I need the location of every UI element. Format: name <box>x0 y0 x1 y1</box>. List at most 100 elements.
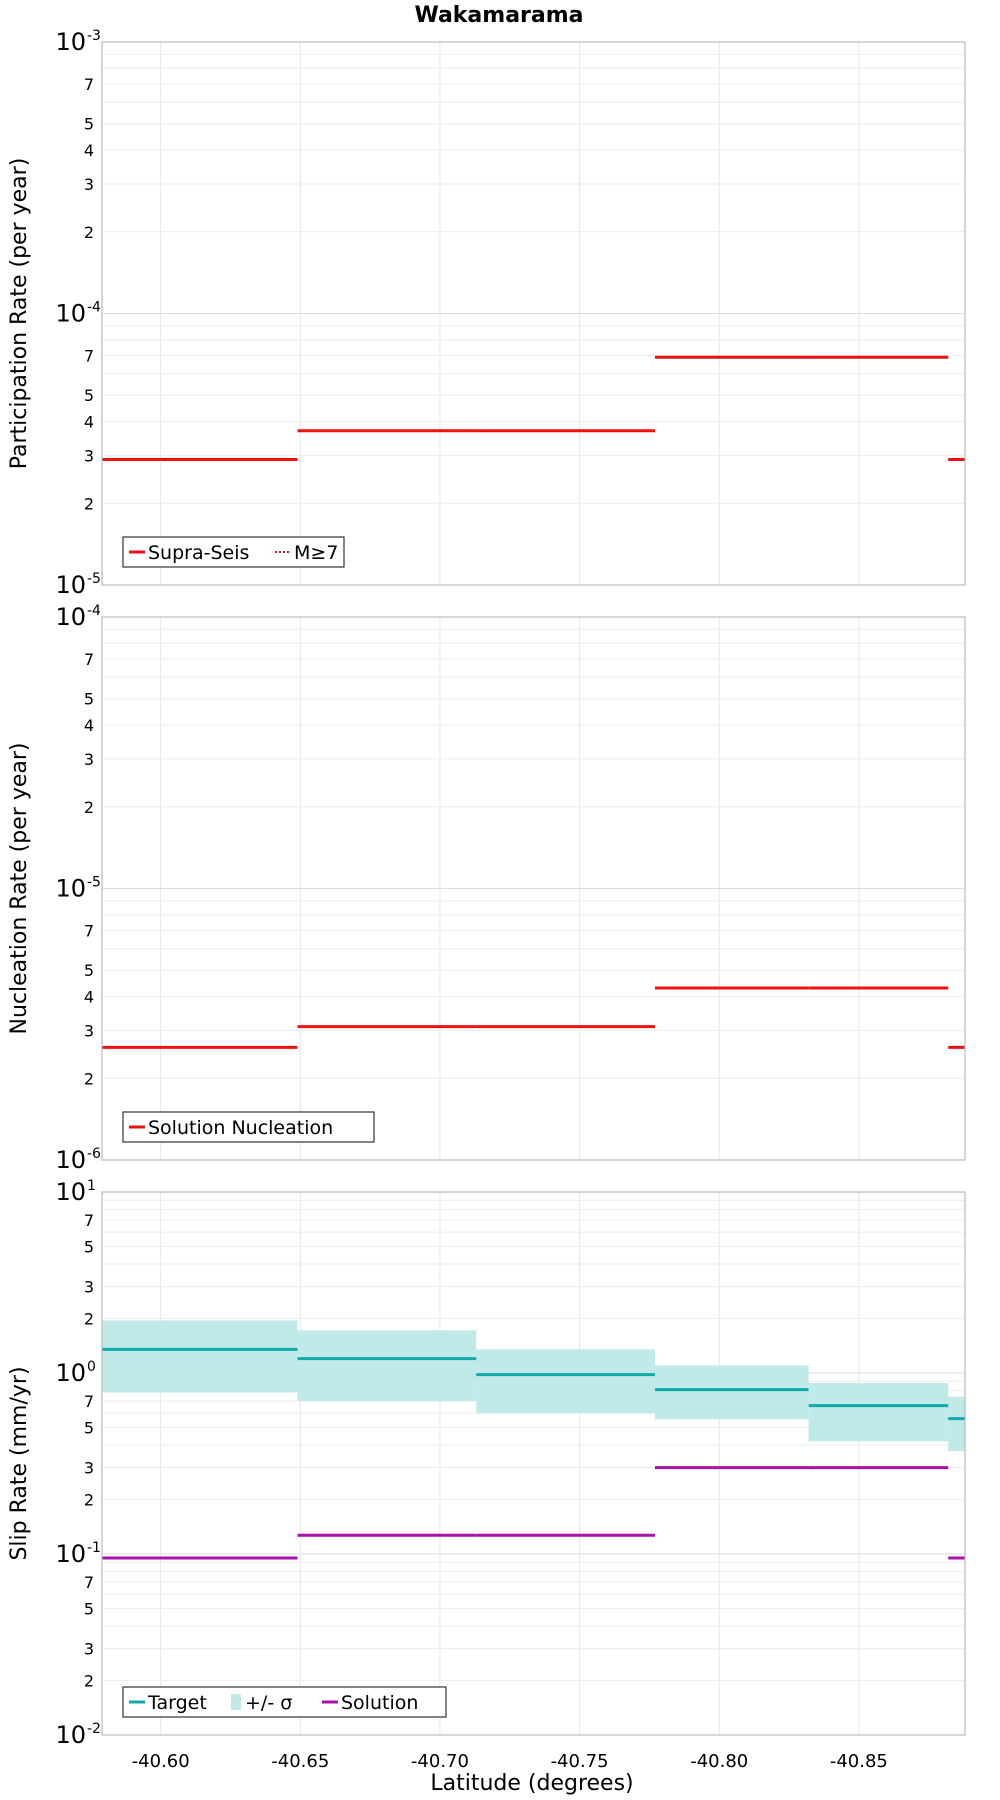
sigma-band-segment <box>102 1320 298 1393</box>
y-minor-tick-label: 4 <box>84 716 94 735</box>
legend-key-sigma <box>231 1694 241 1710</box>
y-minor-tick-label: 2 <box>84 223 94 242</box>
y-tick-label-ten-to-minus-four: 10 <box>55 603 86 631</box>
legend-label-supra-seis: Supra-Seis <box>148 542 249 564</box>
x-tick-label: -40.60 <box>132 1751 190 1772</box>
y-tick-exponent: -4 <box>87 603 101 619</box>
y-tick-exponent: -5 <box>87 875 101 891</box>
y-minor-tick-label: 4 <box>84 141 94 160</box>
y-minor-tick-label: 7 <box>84 75 94 94</box>
legend-label-sigma: +/- σ <box>245 1692 292 1714</box>
y-minor-tick-label: 5 <box>84 1237 94 1256</box>
legend-label-m-7: M≥7 <box>294 542 338 564</box>
y-minor-tick-label: 7 <box>84 1392 94 1411</box>
y-tick-label-ten-to-minus-six: 10 <box>55 1146 86 1174</box>
y-minor-tick-label: 5 <box>84 961 94 980</box>
legend-label-solution: Solution <box>341 1692 418 1714</box>
y-tick-exponent: 1 <box>87 1178 96 1194</box>
y-minor-tick-label: 7 <box>84 650 94 669</box>
legend-box <box>122 1686 447 1718</box>
y-minor-tick-label: 2 <box>84 1310 94 1329</box>
sigma-band-segment <box>948 1396 965 1452</box>
grid <box>102 42 965 586</box>
sigma-band-segment <box>654 1365 809 1420</box>
y-tick-label-ten-to-minus-two: 10 <box>55 1721 86 1749</box>
y-minor-tick-label: 5 <box>84 115 94 134</box>
sigma-band-segment <box>808 1383 949 1442</box>
series-series-0 <box>102 1320 965 1452</box>
series-supra-seis <box>102 355 965 461</box>
x-axis-label: Latitude (degrees) <box>430 1771 633 1796</box>
y-tick-label-ten-to-minus-four: 10 <box>55 300 86 328</box>
grid <box>102 617 965 1161</box>
sigma-band-segment <box>476 1349 655 1414</box>
y-tick-exponent: -5 <box>87 571 101 587</box>
y-minor-tick-label: 5 <box>84 690 94 709</box>
series <box>102 355 965 461</box>
plot-frame <box>101 1191 966 1736</box>
y-minor-tick-label: 3 <box>84 1278 94 1297</box>
y-minor-tick-label: 2 <box>84 798 94 817</box>
y-tick-label-ten-to-minus-three: 10 <box>55 28 86 56</box>
y-minor-tick-label: 5 <box>84 1599 94 1618</box>
y-minor-tick-label: 7 <box>84 1211 94 1230</box>
y-minor-tick-label: 3 <box>84 1021 94 1040</box>
x-tick-label: -40.70 <box>411 1751 469 1772</box>
y-minor-tick-label: 2 <box>84 1491 94 1510</box>
y-minor-tick-label: 2 <box>84 1069 94 1088</box>
y-tick-exponent: -3 <box>87 28 101 44</box>
y-minor-tick-label: 7 <box>84 922 94 941</box>
grid <box>102 1192 965 1736</box>
plot-frame <box>101 41 966 586</box>
series-target <box>102 1347 965 1421</box>
x-tick-label: -40.75 <box>551 1751 609 1772</box>
x-tick-labels: -40.60 -40.65 -40.70 -40.75 -40.80 -40.85 <box>132 1751 888 1772</box>
y-tick-label-ten-to-minus-one: 10 <box>55 1540 86 1568</box>
y-minor-tick-label: 3 <box>84 1640 94 1659</box>
legend: Solution Nucleation <box>122 1111 375 1143</box>
y-minor-tick-label: 4 <box>84 988 94 1007</box>
legend-box <box>122 1111 375 1143</box>
y-tick-exponent: -6 <box>87 1146 101 1162</box>
y-tick-label-ten-to-minus-five: 10 <box>55 875 86 903</box>
x-tick-label: -40.85 <box>830 1751 888 1772</box>
y-tick-label-ten-to-minus-five: 10 <box>55 571 86 599</box>
y-minor-tick-label: 3 <box>84 446 94 465</box>
y-tick-exponent: 0 <box>87 1359 96 1375</box>
y-minor-tick-label: 3 <box>84 1459 94 1478</box>
y-minor-tick-label: 2 <box>84 1672 94 1691</box>
y-minor-tick-label: 3 <box>84 750 94 769</box>
y-axis-title: Slip Rate (mm/yr) <box>7 1366 32 1560</box>
y-axis-title: Nucleation Rate (per year) <box>7 743 32 1035</box>
y-minor-tick-label: 7 <box>84 347 94 366</box>
y-axis-title: Participation Rate (per year) <box>7 158 32 470</box>
legend: Supra-Seis M≥7 <box>122 536 345 568</box>
legend-label-solution-nucleation: Solution Nucleation <box>148 1117 333 1139</box>
y-minor-tick-label: 7 <box>84 1573 94 1592</box>
y-tick-exponent: -2 <box>87 1721 101 1737</box>
x-tick-label: -40.80 <box>690 1751 748 1772</box>
y-minor-tick-label: 5 <box>84 386 94 405</box>
legend-label-target: Target <box>147 1692 207 1714</box>
plot-frame <box>101 616 966 1161</box>
y-tick-label-ten-to-zero: 10 <box>55 1359 86 1387</box>
legend: Target +/- σ Solution <box>122 1686 447 1718</box>
legend-box <box>122 536 345 568</box>
x-tick-label: -40.65 <box>271 1751 329 1772</box>
y-minor-tick-label: 2 <box>84 494 94 513</box>
chart-title: Wakamarama <box>414 3 583 28</box>
series <box>102 986 965 1049</box>
y-tick-exponent: -4 <box>87 300 101 316</box>
y-minor-tick-label: 3 <box>84 175 94 194</box>
y-tick-label-ten-to-one: 10 <box>55 1178 86 1206</box>
sigma-band-segment <box>297 1330 477 1402</box>
y-minor-tick-label: 5 <box>84 1418 94 1437</box>
